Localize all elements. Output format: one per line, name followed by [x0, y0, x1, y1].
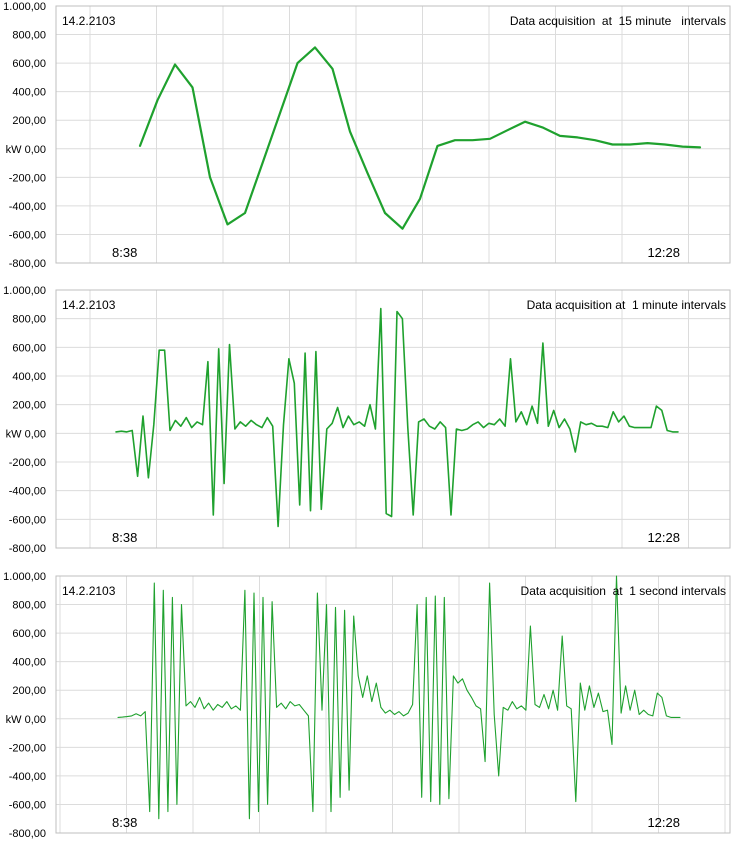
series-line [115, 307, 679, 528]
y-tick-label: kW 0,00 [6, 428, 46, 440]
x-start-label: 8:38 [112, 530, 137, 545]
y-tick-label: 800,00 [12, 314, 46, 326]
y-tick-label: 200,00 [12, 400, 46, 412]
y-tick-label: -800,00 [9, 543, 46, 555]
x-start-label: 8:38 [112, 245, 137, 260]
y-tick-label: -600,00 [9, 229, 46, 241]
y-tick-label: 400,00 [12, 87, 46, 99]
y-tick-label: -400,00 [9, 486, 46, 498]
chart-panel-2: 1.000,00 800,00 600,00 400,00 200,00 kW 0,00 -… [3, 285, 731, 555]
y-tick-label: -600,00 [9, 514, 46, 526]
y-tick-label: -200,00 [9, 457, 46, 469]
plot-frame [55, 5, 731, 264]
chart-panel-1: 1.000,00 800,00 600,00 400,00 200,00 kW 0,00 -… [3, 1, 731, 270]
y-tick-label: -800,00 [9, 258, 46, 270]
y-tick-label: 200,00 [12, 115, 46, 127]
y-tick-label: -200,00 [9, 172, 46, 184]
chart-panel-3: 1.000,00 800,00 600,00 400,00 200,00 kW 0,00 -… [3, 571, 731, 840]
y-tick-label: 600,00 [12, 342, 46, 354]
y-tick-label: kW 0,00 [6, 144, 46, 156]
plot-frame [55, 289, 731, 549]
x-end-label: 12:28 [647, 245, 680, 260]
y-tick-label: 1.000,00 [3, 285, 46, 297]
y-tick-label: -600,00 [9, 799, 46, 811]
y-tick-label: -400,00 [9, 201, 46, 213]
y-tick-label: 600,00 [12, 628, 46, 640]
interval-annotation: Data acquisition at 1 minute intervals [527, 298, 726, 312]
y-tick-label: 400,00 [12, 657, 46, 669]
y-tick-label: 1.000,00 [3, 1, 46, 13]
date-label: 14.2.2103 [62, 584, 116, 598]
y-tick-label: -800,00 [9, 828, 46, 840]
x-end-label: 12:28 [647, 815, 680, 830]
series-line [138, 46, 702, 230]
y-tick-label: -200,00 [9, 742, 46, 754]
plot-frame [55, 575, 731, 834]
interval-annotation: Data acquisition at 15 minute intervals [510, 14, 726, 28]
y-tick-label: 1.000,00 [3, 571, 46, 583]
interval-annotation: Data acquisition at 1 second intervals [521, 584, 726, 598]
y-tick-label: 600,00 [12, 58, 46, 70]
y-tick-label: 400,00 [12, 371, 46, 383]
x-end-label: 12:28 [647, 530, 680, 545]
y-tick-label: 200,00 [12, 685, 46, 697]
y-tick-label: -400,00 [9, 771, 46, 783]
y-tick-label: 800,00 [12, 30, 46, 42]
series-line [117, 575, 681, 820]
x-start-label: 8:38 [112, 815, 137, 830]
date-label: 14.2.2103 [62, 298, 116, 312]
y-tick-label: kW 0,00 [6, 714, 46, 726]
date-label: 14.2.2103 [62, 14, 116, 28]
y-tick-label: 800,00 [12, 600, 46, 612]
